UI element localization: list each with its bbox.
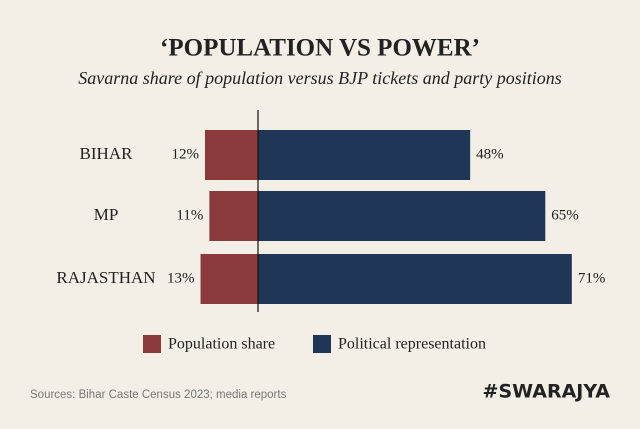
bar xyxy=(204,130,258,180)
value-label: 71% xyxy=(578,270,606,286)
category-label: MP xyxy=(94,205,119,224)
value-label: 48% xyxy=(476,146,504,162)
bar xyxy=(258,130,471,180)
bar xyxy=(258,254,572,304)
value-label: 12% xyxy=(171,146,199,162)
source-note: Sources: Bihar Caste Census 2023; media … xyxy=(30,389,287,401)
bar xyxy=(258,191,546,241)
value-label: 65% xyxy=(551,207,579,223)
bar xyxy=(200,254,258,304)
value-label: 13% xyxy=(167,270,195,286)
brand: #SWARAJYA xyxy=(483,381,611,403)
chart-subtitle: Savarna share of population versus BJP t… xyxy=(78,68,561,88)
value-label: 11% xyxy=(176,207,203,223)
legend-swatch xyxy=(313,335,331,353)
category-label: BIHAR xyxy=(80,144,134,163)
legend-label: Political representation xyxy=(338,336,486,353)
bar xyxy=(209,191,258,241)
category-label: RAJASTHAN xyxy=(56,268,155,287)
legend-swatch xyxy=(143,335,161,353)
legend-label: Population share xyxy=(168,336,275,353)
chart-title: ‘POPULATION VS POWER’ xyxy=(160,35,480,62)
